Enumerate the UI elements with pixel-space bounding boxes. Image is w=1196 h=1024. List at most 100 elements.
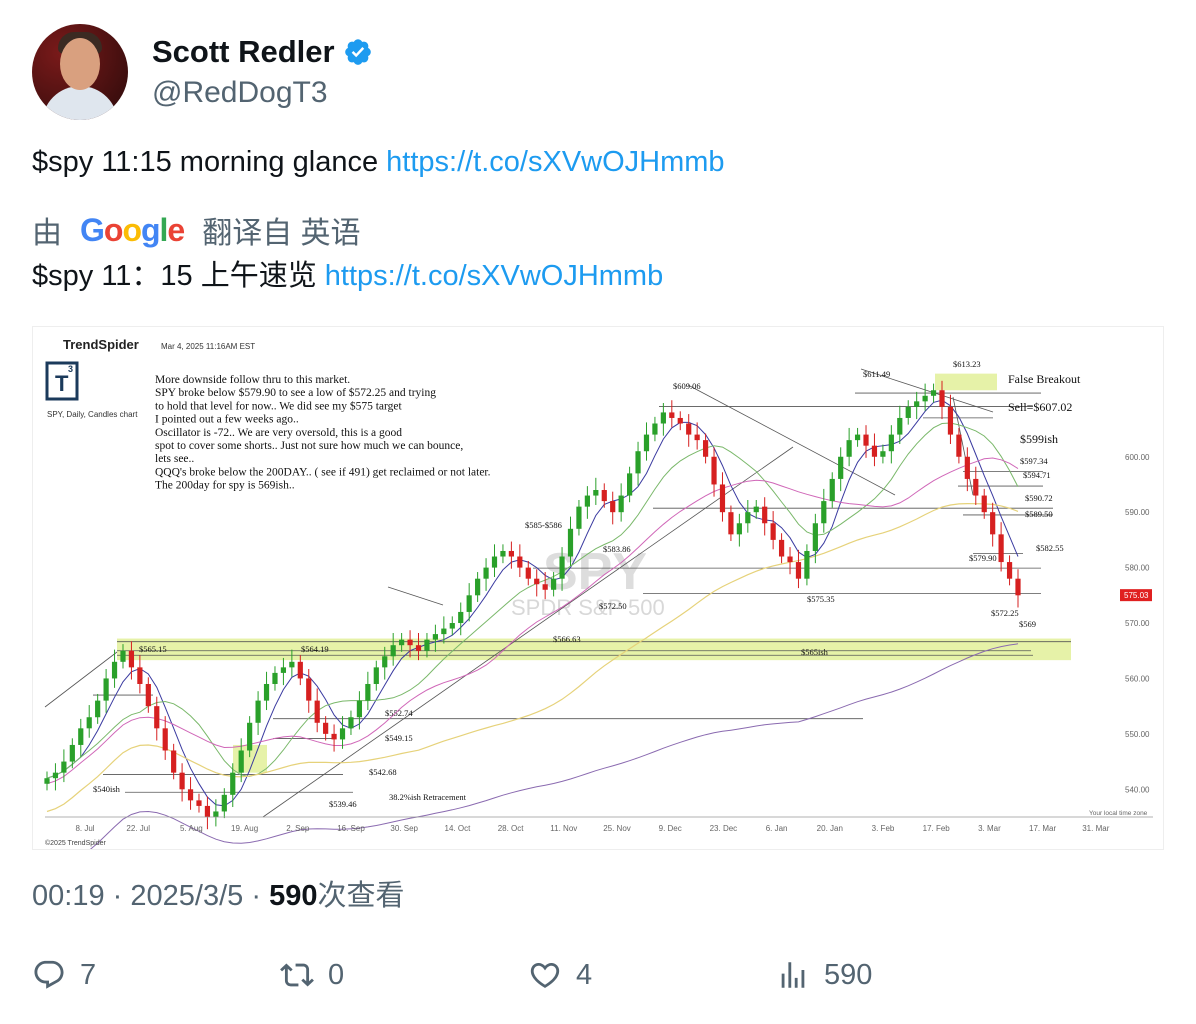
candle-body <box>44 778 50 784</box>
candle-body <box>635 451 641 474</box>
views-button[interactable]: 590 <box>776 958 872 992</box>
candle-body <box>491 556 498 568</box>
candle-body <box>128 650 135 668</box>
commentary-line: More downside follow thru to this market… <box>155 374 350 386</box>
x-tick-label: 6. Jan <box>766 824 788 833</box>
current-price-badge <box>1120 589 1152 602</box>
candle-body <box>466 595 472 612</box>
user-handle[interactable]: @RedDogT3 <box>152 76 328 109</box>
level-label: $597.34 <box>1020 456 1048 466</box>
candle-body <box>551 578 557 590</box>
candle-body <box>508 550 514 557</box>
candle-body <box>719 484 726 513</box>
candle-body <box>618 495 624 513</box>
views-count: 590 <box>824 958 873 991</box>
display-name[interactable]: Scott Redler <box>152 34 335 69</box>
commentary-line: Oscillator is -72.. We are very oversold… <box>155 427 402 439</box>
candle-body <box>272 672 278 684</box>
candle-body <box>567 528 574 557</box>
candle-body <box>821 501 827 524</box>
candle-body <box>382 656 388 668</box>
candle-body <box>120 650 126 662</box>
candle-body <box>221 794 227 812</box>
candle-body <box>888 434 894 452</box>
local-tz-label: Your local time zone <box>1089 810 1148 817</box>
trend-line <box>687 384 896 496</box>
candle-body <box>280 667 287 673</box>
level-label: $594.71 <box>1023 470 1051 480</box>
candle-body <box>525 567 531 579</box>
x-tick-label: 25. Nov <box>603 824 631 833</box>
avatar[interactable] <box>32 24 128 120</box>
candle-body <box>415 645 422 651</box>
level-label: 38.2%ish Retracement <box>389 792 467 802</box>
candle-body <box>914 401 920 407</box>
like-count: 4 <box>576 958 593 991</box>
retweet-button[interactable]: 0 <box>280 958 344 992</box>
candle-body <box>939 390 945 407</box>
ma-fast-line <box>46 399 1019 807</box>
candle-body <box>1015 578 1021 596</box>
commentary-line: to hold that level for now.. We did see … <box>155 399 403 412</box>
x-tick-label: 28. Oct <box>498 824 525 833</box>
candle-body <box>854 434 861 441</box>
ma-200-line <box>89 643 1019 849</box>
candle-body <box>973 478 979 496</box>
candle-body <box>584 495 590 507</box>
level-label: $540ish <box>93 784 121 794</box>
reply-icon <box>34 960 64 989</box>
candle-body <box>871 445 878 457</box>
candle-body <box>255 700 261 723</box>
candle-body <box>373 667 379 684</box>
tweet-link[interactable]: https://t.co/sXVwOJHmmb <box>386 146 725 178</box>
translated-link[interactable]: https://t.co/sXVwOJHmmb <box>324 260 664 292</box>
trend-line <box>860 368 994 413</box>
candle-body <box>449 623 455 629</box>
level-label: $583.86 <box>603 544 631 554</box>
candle-body <box>770 523 776 540</box>
level-label: $565.15 <box>139 644 167 654</box>
trend-line <box>44 651 118 708</box>
y-tick-label: 550.00 <box>1125 730 1150 739</box>
annotation-label: False Breakout <box>1008 372 1081 386</box>
tweet-text: $spy 11:15 morning glance https://t.co/s… <box>32 144 725 180</box>
trend-line <box>387 586 444 606</box>
x-tick-label: 2. Sep <box>286 824 310 833</box>
translation-attribution: 由 Google 翻译自 英语 <box>32 208 361 252</box>
candle-body <box>753 506 759 513</box>
commentary-line: I pointed out a few weeks ago.. <box>155 414 299 426</box>
candle-body <box>154 706 160 729</box>
candle-body <box>846 440 852 457</box>
candle-body <box>728 512 734 535</box>
translated-from-label[interactable]: 翻译自 英语 <box>202 217 361 250</box>
tweet-date[interactable]: 2025/3/5 <box>130 880 244 912</box>
translated-tweet-text: $spy 11：15 上午速览 https://t.co/sXVwOJHmmb <box>32 258 663 294</box>
candle-body <box>897 417 903 435</box>
like-button[interactable]: 4 <box>528 958 592 992</box>
candle-body <box>1006 562 1013 579</box>
t3-logo-sup: 3 <box>68 364 73 374</box>
candle-body <box>137 667 143 684</box>
attached-chart-image[interactable]: TrendSpider Mar 4, 2025 11:16AM EST T 3 SPY,… <box>32 326 1164 850</box>
chart-copyright: ©2025 TrendSpider <box>45 839 106 847</box>
candle-body <box>762 506 768 524</box>
candle-body <box>390 645 396 657</box>
candle-body <box>677 417 683 424</box>
tweet-time[interactable]: 00:19 <box>32 880 105 912</box>
view-count: 590 <box>269 880 318 912</box>
candle-body <box>736 523 742 535</box>
candle-body <box>922 395 928 402</box>
commentary-line: QQQ's broke below the 200DAY.. ( see if … <box>155 466 491 478</box>
tweet-header: Scott Redler @RedDogT3 <box>32 24 373 120</box>
candle-body <box>458 611 464 624</box>
candle-body <box>238 750 244 773</box>
candle-body <box>745 512 751 524</box>
level-label: Sell=$607.02 <box>1008 400 1072 414</box>
candle-body <box>652 423 658 435</box>
candle-body <box>331 733 337 740</box>
candle-body <box>483 567 489 579</box>
candle-body <box>998 534 1004 563</box>
reply-button[interactable]: 7 <box>32 958 96 992</box>
tweet-body: $spy 11:15 morning glance <box>32 146 387 178</box>
reply-count: 7 <box>80 958 97 991</box>
